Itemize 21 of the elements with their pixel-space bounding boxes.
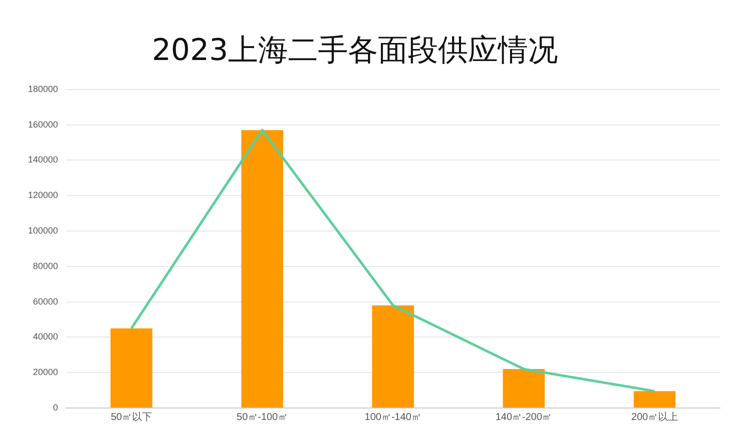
bar [372,305,414,408]
x-tick-label: 50㎡以下 [110,410,152,423]
y-tick-label: 80000 [33,260,58,271]
y-tick-label: 140000 [28,154,58,165]
bar [634,391,676,408]
x-tick-label: 200㎡以上 [631,410,678,423]
chart-title: 2023上海二手各面段供应情况 [150,32,560,70]
bar [110,328,152,408]
y-tick-label: 100000 [28,225,58,236]
x-tick-label: 100㎡-140㎡ [364,412,422,423]
y-tick-label: 120000 [28,190,58,200]
bar [502,369,545,408]
x-tick-label: 140㎡-200㎡ [495,412,552,423]
x-tick-label: 50㎡-100㎡ [236,412,288,423]
bar [241,130,284,408]
y-tick-label: 20000 [33,367,58,378]
y-tick-label: 160000 [28,119,58,130]
y-tick-label: 0 [53,402,58,412]
y-tick-label: 180000 [28,84,58,94]
y-tick-label: 60000 [33,296,58,306]
y-tick-label: 40000 [33,332,58,342]
